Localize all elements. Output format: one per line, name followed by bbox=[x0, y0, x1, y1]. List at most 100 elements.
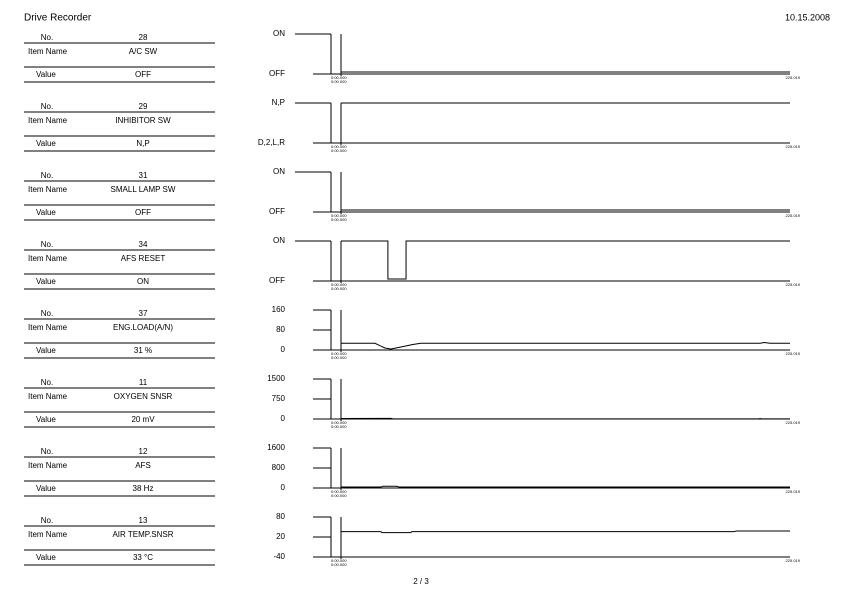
label-item-name: Item Name bbox=[28, 254, 68, 263]
item-no: 29 bbox=[139, 102, 148, 111]
x-start-label: 0:00.000 bbox=[331, 217, 347, 222]
trace bbox=[340, 417, 790, 420]
item-value: 20 mV bbox=[131, 415, 155, 424]
y-tick-label: 20 bbox=[276, 532, 285, 541]
item-name: AFS bbox=[135, 461, 151, 470]
y-tick-label: 0 bbox=[281, 483, 286, 492]
y-tick-label: 1500 bbox=[267, 374, 285, 383]
item-value: N,P bbox=[136, 139, 149, 148]
x-end-label: 225.019 bbox=[786, 420, 801, 425]
label-no: No. bbox=[41, 33, 53, 42]
label-value: Value bbox=[36, 70, 56, 79]
item-no: 12 bbox=[139, 447, 148, 456]
x-end-label: 225.019 bbox=[786, 75, 801, 80]
item-no: 11 bbox=[139, 378, 148, 387]
x-start-label: 0:00.000 bbox=[331, 489, 347, 494]
label-value: Value bbox=[36, 208, 56, 217]
y-tick-label: ON bbox=[273, 167, 285, 176]
y-tick-label: 800 bbox=[272, 463, 286, 472]
item-name: AFS RESET bbox=[121, 254, 166, 263]
trace bbox=[341, 485, 790, 488]
item-name: ENG.LOAD(A/N) bbox=[113, 323, 173, 332]
x-start-label: 0:00.000 bbox=[331, 420, 347, 425]
item-no: 28 bbox=[139, 33, 148, 42]
trace bbox=[341, 530, 790, 534]
y-tick-label: 1600 bbox=[267, 443, 285, 452]
label-value: Value bbox=[36, 346, 56, 355]
x-end-label: 225.019 bbox=[786, 282, 801, 287]
label-value: Value bbox=[36, 139, 56, 148]
x-start-label: 0:00.000 bbox=[331, 75, 347, 80]
x-start-label: 0:00.000 bbox=[331, 144, 347, 149]
x-start-label: 0:00.000 bbox=[331, 286, 347, 291]
x-start-label: 0:00.000 bbox=[331, 424, 347, 429]
item-no: 31 bbox=[139, 171, 148, 180]
y-tick-label: -40 bbox=[273, 552, 285, 561]
x-start-label: 0:00.000 bbox=[331, 355, 347, 360]
label-no: No. bbox=[41, 240, 53, 249]
x-start-label: 0:00.000 bbox=[331, 282, 347, 287]
label-no: No. bbox=[41, 309, 53, 318]
label-item-name: Item Name bbox=[28, 323, 68, 332]
page-number: 2 / 3 bbox=[413, 577, 429, 586]
y-tick-label: 0 bbox=[281, 345, 286, 354]
item-no: 13 bbox=[139, 516, 148, 525]
y-tick-label: 750 bbox=[272, 394, 286, 403]
label-no: No. bbox=[41, 378, 53, 387]
y-tick-label: OFF bbox=[269, 207, 285, 216]
item-value: 33 °C bbox=[133, 553, 153, 562]
x-start-label: 0:00.000 bbox=[331, 213, 347, 218]
x-end-label: 225.019 bbox=[786, 144, 801, 149]
item-value: OFF bbox=[135, 208, 151, 217]
label-item-name: Item Name bbox=[28, 185, 68, 194]
x-end-label: 225.019 bbox=[786, 213, 801, 218]
item-value: 38 Hz bbox=[133, 484, 154, 493]
x-end-label: 225.019 bbox=[786, 558, 801, 563]
x-start-label: 0:00.000 bbox=[331, 148, 347, 153]
label-item-name: Item Name bbox=[28, 461, 68, 470]
date: 10.15.2008 bbox=[785, 12, 830, 22]
item-name: SMALL LAMP SW bbox=[111, 185, 176, 194]
y-tick-label: OFF bbox=[269, 69, 285, 78]
item-name: INHIBITOR SW bbox=[115, 116, 171, 125]
item-value: ON bbox=[137, 277, 149, 286]
item-no: 34 bbox=[139, 240, 148, 249]
label-item-name: Item Name bbox=[28, 530, 68, 539]
item-name: OXYGEN SNSR bbox=[114, 392, 173, 401]
y-tick-label: N,P bbox=[272, 98, 285, 107]
trace bbox=[341, 240, 790, 280]
x-start-label: 0:00.000 bbox=[331, 562, 347, 567]
y-tick-label: 80 bbox=[276, 512, 285, 521]
y-tick-label: 160 bbox=[272, 305, 286, 314]
label-value: Value bbox=[36, 553, 56, 562]
y-tick-label: D,2,L,R bbox=[258, 138, 285, 147]
x-end-label: 225.019 bbox=[786, 489, 801, 494]
label-no: No. bbox=[41, 102, 53, 111]
item-value: OFF bbox=[135, 70, 151, 79]
item-name: A/C SW bbox=[129, 47, 158, 56]
y-tick-label: 80 bbox=[276, 325, 285, 334]
label-item-name: Item Name bbox=[28, 392, 68, 401]
label-value: Value bbox=[36, 277, 56, 286]
title: Drive Recorder bbox=[24, 13, 92, 24]
label-item-name: Item Name bbox=[28, 116, 68, 125]
x-end-label: 225.019 bbox=[786, 351, 801, 356]
x-start-label: 0:00.000 bbox=[331, 558, 347, 563]
x-start-label: 0:00.000 bbox=[331, 79, 347, 84]
y-tick-label: OFF bbox=[269, 276, 285, 285]
label-value: Value bbox=[36, 415, 56, 424]
label-no: No. bbox=[41, 171, 53, 180]
x-start-label: 0:00.000 bbox=[331, 493, 347, 498]
x-start-label: 0:00.000 bbox=[331, 351, 347, 356]
item-name: AIR TEMP.SNSR bbox=[112, 530, 173, 539]
item-value: 31 % bbox=[134, 346, 152, 355]
trace bbox=[341, 341, 790, 350]
label-value: Value bbox=[36, 484, 56, 493]
item-no: 37 bbox=[139, 309, 148, 318]
label-item-name: Item Name bbox=[28, 47, 68, 56]
label-no: No. bbox=[41, 516, 53, 525]
y-tick-label: 0 bbox=[281, 414, 286, 423]
y-tick-label: ON bbox=[273, 29, 285, 38]
